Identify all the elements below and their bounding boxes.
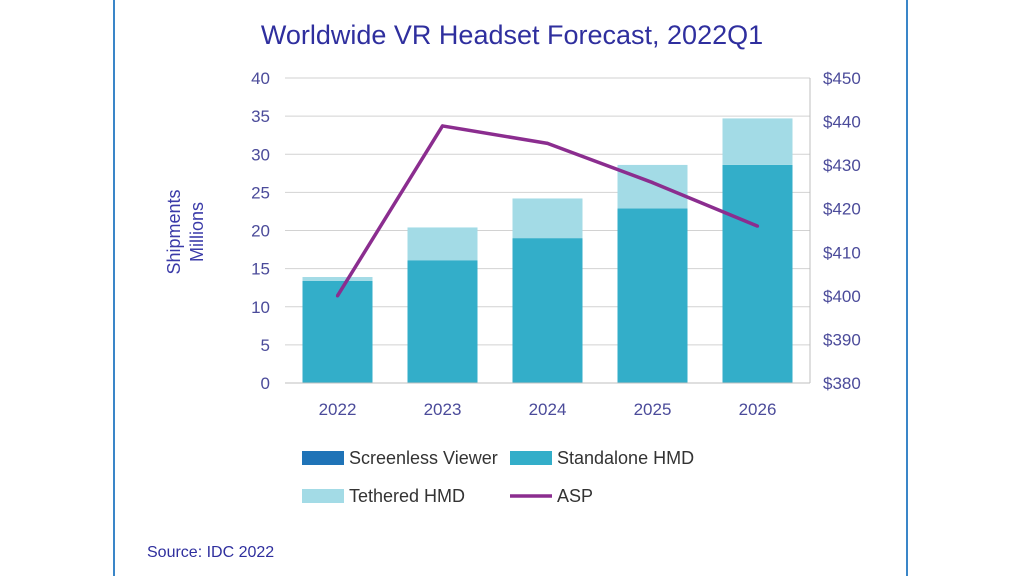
y-tick-label: 30 bbox=[251, 145, 270, 164]
x-tick-label: 2025 bbox=[634, 400, 672, 419]
chart-title: Worldwide VR Headset Forecast, 2022Q1 bbox=[261, 20, 763, 50]
y2-tick-label: $380 bbox=[823, 374, 861, 393]
y2-tick-label: $450 bbox=[823, 69, 861, 88]
asp-point bbox=[440, 124, 445, 128]
bar-standalone-hmd bbox=[512, 238, 583, 383]
chart-frame: Worldwide VR Headset Forecast, 2022Q1 0 5… bbox=[113, 0, 908, 576]
asp-point bbox=[755, 224, 760, 228]
legend-label-screenless-viewer: Screenless Viewer bbox=[349, 448, 498, 468]
y2-tick-label: $410 bbox=[823, 243, 861, 262]
bar-standalone-hmd bbox=[302, 280, 373, 383]
y-tick-label: 40 bbox=[251, 69, 270, 88]
x-tick-label: 2022 bbox=[319, 400, 357, 419]
y2-tick-label: $440 bbox=[823, 113, 861, 132]
legend-swatch-tethered-hmd bbox=[302, 489, 344, 503]
y-tick-label: 35 bbox=[251, 107, 270, 126]
legend-label-standalone-hmd: Standalone HMD bbox=[557, 448, 694, 468]
y-tick-label: 25 bbox=[251, 183, 270, 202]
x-tick-label: 2023 bbox=[424, 400, 462, 419]
legend-swatch-standalone-hmd bbox=[510, 451, 552, 465]
bar-tethered-hmd bbox=[512, 198, 583, 239]
legend-label-tethered-hmd: Tethered HMD bbox=[349, 486, 465, 506]
bar-tethered-hmd bbox=[302, 277, 373, 281]
y2-tick-label: $430 bbox=[823, 156, 861, 175]
y-tick-label: 15 bbox=[251, 260, 270, 279]
bar-tethered-hmd bbox=[617, 164, 688, 209]
y2-tick-label: $400 bbox=[823, 287, 861, 306]
y-tick-label: 5 bbox=[261, 336, 270, 355]
bar-tethered-hmd bbox=[407, 227, 478, 261]
y2-tick-label: $420 bbox=[823, 200, 861, 219]
source-note: Source: IDC 2022 bbox=[147, 544, 274, 561]
y-axis-label-line2: Millions bbox=[187, 202, 207, 262]
bar-standalone-hmd bbox=[617, 208, 688, 383]
legend-swatch-screenless-viewer bbox=[302, 451, 344, 465]
chart: Worldwide VR Headset Forecast, 2022Q1 0 5… bbox=[147, 20, 861, 561]
bar-standalone-hmd bbox=[722, 164, 793, 383]
x-tick-label: 2026 bbox=[739, 400, 777, 419]
y-axis-label-line1: Shipments bbox=[164, 189, 184, 274]
legend-label-asp: ASP bbox=[557, 486, 593, 506]
y-tick-label: 10 bbox=[251, 298, 270, 317]
bar-standalone-hmd bbox=[407, 260, 478, 383]
x-tick-label: 2024 bbox=[529, 400, 567, 419]
asp-point bbox=[335, 294, 340, 298]
bar-tethered-hmd bbox=[722, 118, 793, 165]
y-tick-label: 0 bbox=[261, 374, 270, 393]
y2-tick-label: $390 bbox=[823, 330, 861, 349]
asp-point bbox=[545, 141, 550, 145]
y-tick-label: 20 bbox=[251, 222, 270, 241]
asp-point bbox=[650, 180, 655, 185]
